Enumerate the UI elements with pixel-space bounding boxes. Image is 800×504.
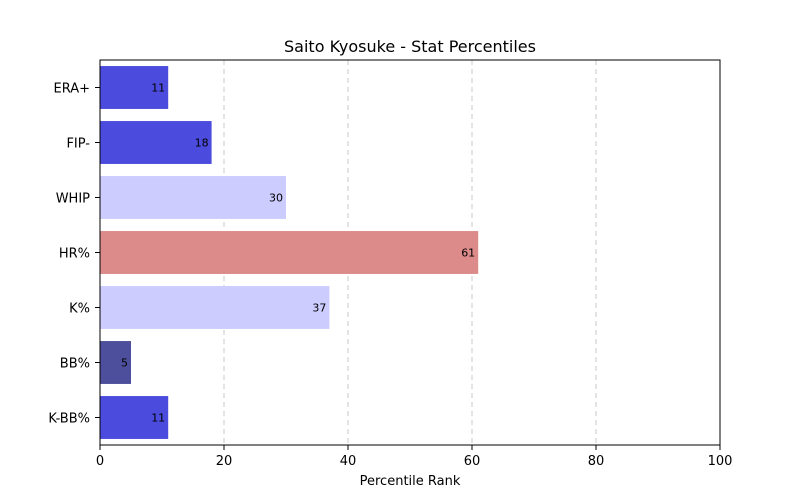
x-tick-label: 80 — [588, 454, 605, 469]
bar-value-label: 11 — [151, 412, 165, 425]
y-tick-label: HR% — [59, 247, 90, 262]
y-tick-label: K% — [69, 302, 90, 317]
bar — [100, 286, 330, 329]
bar-value-label: 30 — [269, 192, 283, 205]
x-axis-label: Percentile Rank — [360, 474, 461, 489]
bar — [100, 176, 286, 219]
x-axis: 0 20 40 60 80 100 — [96, 445, 733, 469]
bar — [100, 66, 169, 109]
bar — [100, 121, 212, 164]
bar-value-label: 61 — [461, 247, 475, 260]
bar-value-label: 37 — [312, 302, 326, 315]
x-tick-label: 40 — [340, 454, 357, 469]
bar-value-label: 11 — [151, 82, 165, 95]
x-tick-label: 0 — [96, 454, 104, 469]
y-tick-label: BB% — [60, 357, 90, 372]
chart-title: Saito Kyosuke - Stat Percentiles — [284, 37, 536, 56]
x-tick-label: 100 — [708, 454, 733, 469]
y-tick-label: K-BB% — [48, 412, 90, 427]
y-axis: ERA+ FIP- WHIP HR% K% BB% K-BB% — [48, 82, 100, 427]
y-tick-label: ERA+ — [53, 82, 90, 97]
y-tick-label: FIP- — [66, 137, 90, 152]
x-tick-label: 20 — [216, 454, 233, 469]
bar — [100, 231, 479, 274]
bar-layer: 11 18 30 61 37 5 11 — [100, 66, 479, 439]
y-tick-label: WHIP — [56, 192, 90, 207]
bar-value-label: 18 — [195, 137, 209, 150]
bar — [100, 341, 131, 384]
bar — [100, 396, 169, 439]
x-tick-label: 60 — [464, 454, 481, 469]
bar-value-label: 5 — [121, 357, 128, 370]
